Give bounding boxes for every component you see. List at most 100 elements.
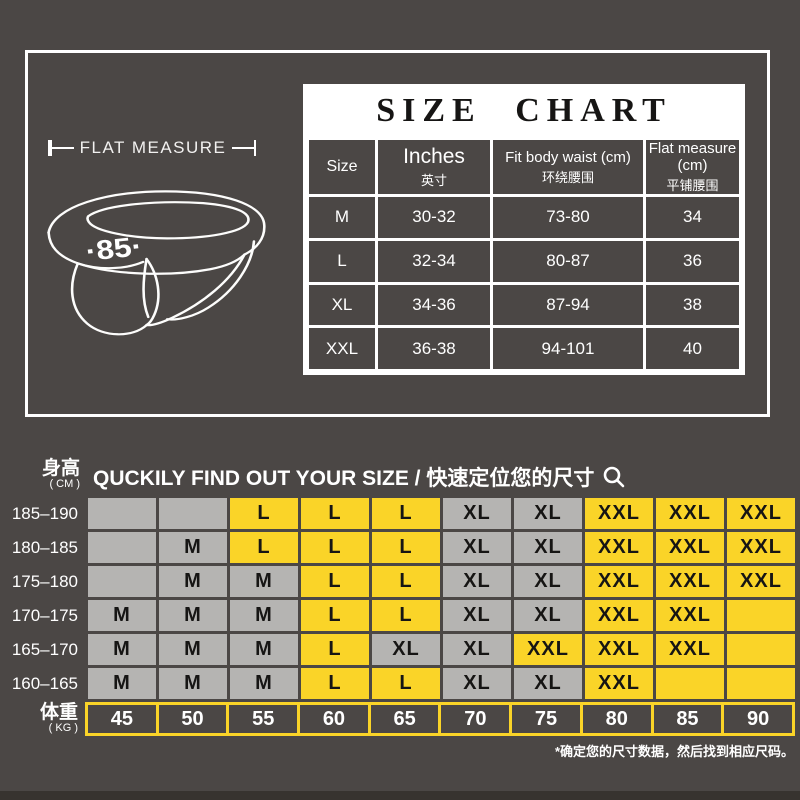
size-grid-cell: L [372, 668, 440, 699]
size-grid-cell: L [372, 532, 440, 563]
size-grid-cell: M [230, 600, 298, 631]
size-grid-cell [727, 668, 795, 699]
waistband-brand-text: ·85· [84, 231, 144, 267]
weight-cell: 85 [653, 705, 722, 733]
size-grid-cell: M [230, 566, 298, 597]
size-grid-cell: M [88, 668, 156, 699]
size-grid-cell: L [372, 498, 440, 529]
size-grid-cell: XXL [585, 668, 653, 699]
column-header-inches: Inches 英寸 [378, 140, 490, 194]
weight-cell: 70 [441, 705, 510, 733]
size-chart-cell: 38 [646, 284, 739, 326]
measure-line [232, 147, 255, 149]
size-grid-cell: L [301, 566, 369, 597]
size-grid-cell: XXL [656, 600, 724, 631]
weight-axis-label: 体重 ( KG ) [39, 702, 78, 735]
size-chart-cell: 40 [646, 328, 739, 369]
size-grid-cell: M [88, 600, 156, 631]
size-chart-panel: SIZE CHART Size Inches 英寸 Fit body waist… [303, 84, 745, 375]
decorative-frame [25, 50, 770, 417]
flat-measure-label: FLAT MEASURE [79, 138, 227, 157]
column-header-flat-measure: Flat measure (cm) 平铺腰围 [646, 140, 739, 194]
weight-cells: 45 50 55 60 65 70 75 80 85 90 [85, 702, 795, 736]
size-grid-cell: XL [514, 566, 582, 597]
size-chart-cell: 36-38 [378, 328, 490, 369]
size-grid-cell: XL [372, 634, 440, 665]
size-grid-cell: XXL [656, 532, 724, 563]
size-chart-table: Size Inches 英寸 Fit body waist (cm) 环绕腰围 … [309, 140, 739, 369]
size-grid-cell: XL [443, 498, 511, 529]
size-grid-cell: XXL [656, 566, 724, 597]
size-grid-cell: M [159, 668, 227, 699]
size-grid-cell: M [230, 634, 298, 665]
height-axis-label: 身高 ( CM ) [41, 458, 80, 490]
size-grid-cell: XL [443, 532, 511, 563]
size-grid-cell: M [88, 634, 156, 665]
height-row-label: 175–180 [11, 571, 78, 591]
bottom-edge-strip [0, 791, 800, 800]
size-grid-cell [88, 532, 156, 563]
size-chart-cell: 32-34 [378, 240, 490, 282]
size-chart-cell: 80-87 [493, 240, 643, 282]
size-grid-cell: XXL [727, 532, 795, 563]
size-chart-cell: 73-80 [493, 197, 643, 238]
size-grid-cell [727, 600, 795, 631]
size-grid-cell: XXL [585, 498, 653, 529]
size-chart-cell: XL [309, 284, 375, 326]
height-row-label: 180–185 [11, 537, 78, 557]
weight-cell: 60 [300, 705, 368, 733]
size-chart-cell: 36 [646, 240, 739, 282]
weight-cell: 80 [582, 705, 651, 733]
size-grid-cell: XXL [727, 498, 795, 529]
size-grid-cell: XL [514, 668, 582, 699]
size-grid-cell: XXL [585, 566, 653, 597]
size-chart-cell: XXL [309, 328, 375, 369]
size-grid-cell: L [301, 634, 369, 665]
underwear-line-drawing-icon: ·85· [47, 190, 266, 336]
weight-row: 体重 ( KG ) 45 50 55 60 65 70 75 80 85 90 [0, 702, 795, 736]
size-grid-cell: XXL [656, 498, 724, 529]
size-grid-cell: XL [443, 634, 511, 665]
size-grid-cell: XL [514, 498, 582, 529]
column-header-fit-body-waist: Fit body waist (cm) 环绕腰围 [493, 140, 643, 194]
size-grid-cell: XXL [585, 634, 653, 665]
height-row-label: 165–170 [11, 639, 78, 659]
flat-measure-callout: FLAT MEASURE [48, 138, 257, 158]
weight-cell: 50 [158, 705, 227, 733]
size-chart-cell: 30-32 [378, 197, 490, 238]
size-grid-cell: XL [443, 668, 511, 699]
size-grid-cell: L [301, 668, 369, 699]
size-grid-cell [88, 566, 156, 597]
size-grid-cell [727, 634, 795, 665]
size-grid-cell: L [301, 498, 369, 529]
size-grid-cell: XL [514, 532, 582, 563]
weight-cell: 45 [88, 705, 156, 733]
weight-cell: 55 [229, 705, 298, 733]
measure-tick-left [48, 140, 52, 156]
size-grid-cell: L [230, 498, 298, 529]
size-chart-cell: 34-36 [378, 284, 490, 326]
size-grid-cell [656, 668, 724, 699]
size-chart-title: SIZE CHART [376, 92, 672, 129]
size-grid-cell: XXL [585, 600, 653, 631]
size-grid-cell: L [301, 600, 369, 631]
size-grid-cell: L [372, 600, 440, 631]
finder-title-text: QUCKILY FIND OUT YOUR SIZE / 快速定位您的尺寸 [93, 467, 595, 490]
weight-cell: 65 [370, 705, 439, 733]
magnifier-icon [604, 466, 625, 488]
size-grid-cell: M [159, 600, 227, 631]
size-grid-cell: M [159, 634, 227, 665]
height-row-label: 185–190 [11, 503, 78, 523]
size-chart-cell: 94-101 [493, 328, 643, 369]
size-chart-cell: M [309, 197, 375, 238]
size-grid-cell: L [372, 566, 440, 597]
height-row-label: 170–175 [11, 605, 78, 625]
size-grid-cell: XXL [514, 634, 582, 665]
size-grid-cell [88, 498, 156, 529]
size-grid-cell: XL [443, 600, 511, 631]
footnote: *确定您的尺寸数据，然后找到相应尺码。 [554, 744, 794, 759]
weight-cell: 75 [512, 705, 580, 733]
finder-title: QUCKILY FIND OUT YOUR SIZE / 快速定位您的尺寸 [93, 462, 626, 492]
size-grid-cell: XL [443, 566, 511, 597]
